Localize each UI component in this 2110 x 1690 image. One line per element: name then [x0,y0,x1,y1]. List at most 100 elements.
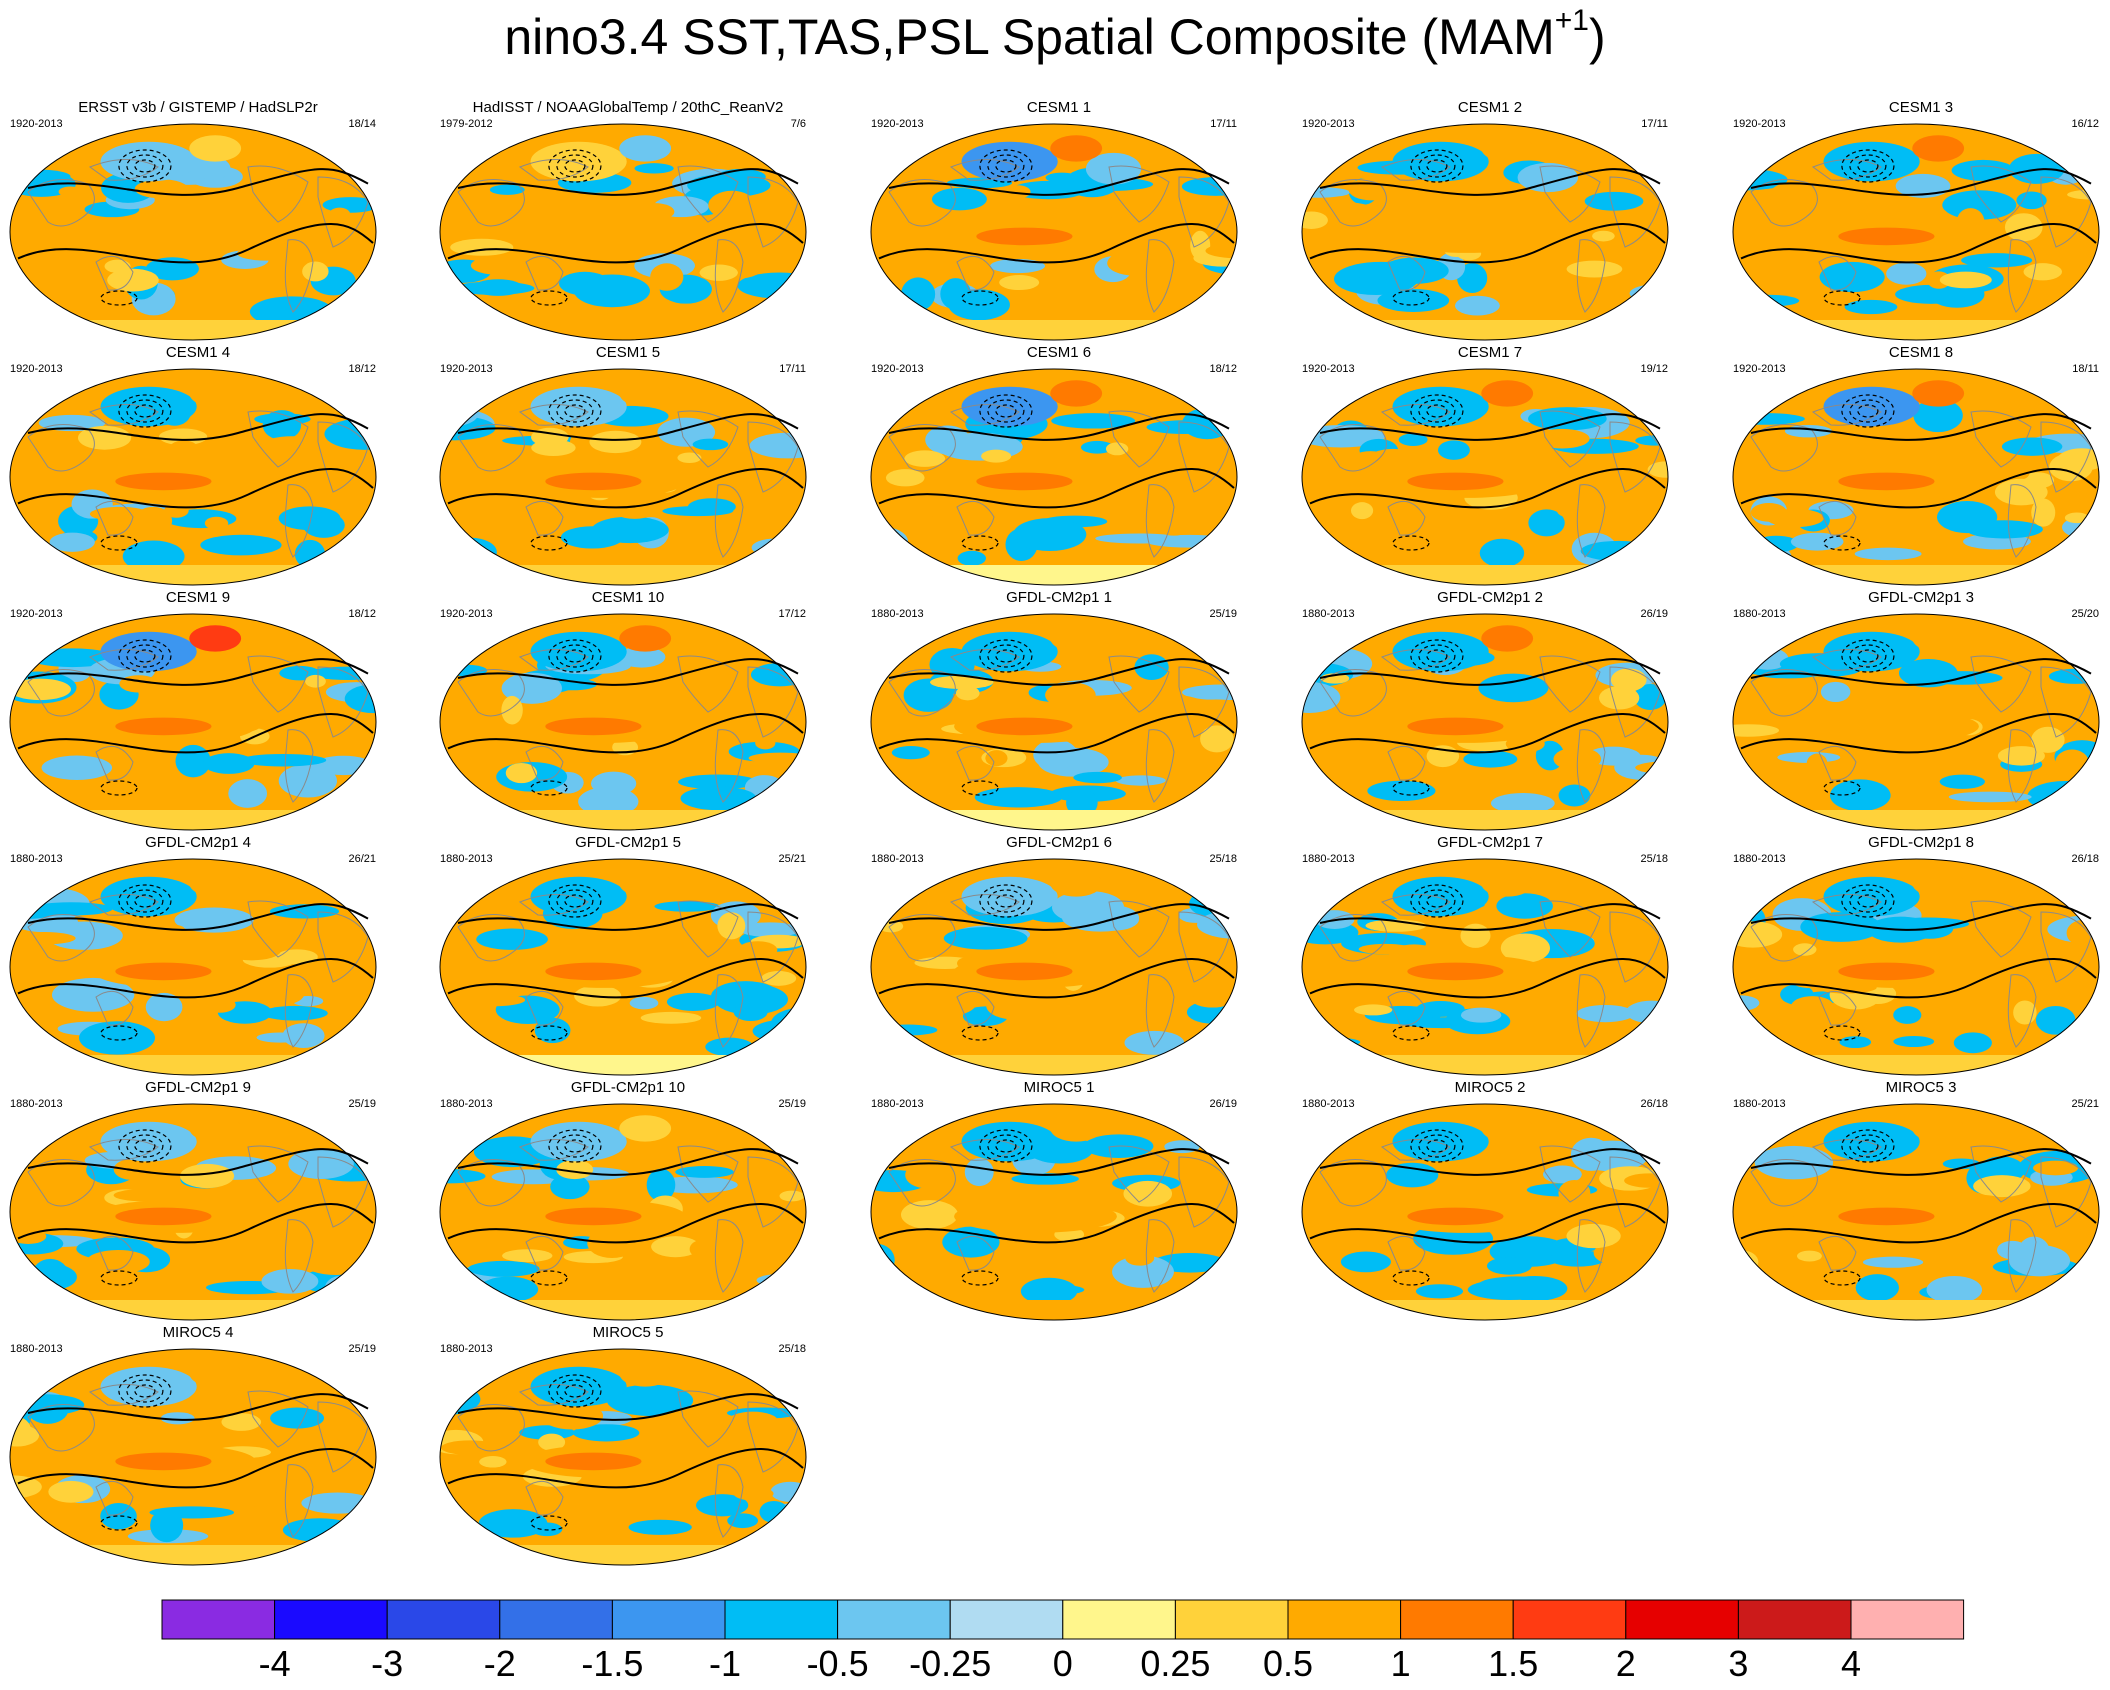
coastlines [1319,649,1661,803]
coastlines [457,1139,799,1293]
colorbar-tick-label: 4 [1840,1643,1862,1684]
map-panel: GFDL-CM2p1 3 1880-2013 25/20 [1731,588,2110,832]
psl-contours [17,884,374,1041]
anomaly-field [10,614,376,830]
map-panel: MIROC5 3 1880-2013 25/21 [1731,1078,2110,1322]
panel-count-ratio: 25/21 [778,853,806,865]
panel-count-ratio: 25/19 [778,1098,806,1110]
anomaly-field [10,1349,376,1565]
panel-count-ratio: 25/20 [2071,608,2099,620]
coastlines [27,894,369,1048]
anomaly-field [440,124,806,340]
colorbar-swatch [1850,1599,1965,1640]
robinson-map [439,858,807,1076]
map-panel: HadISST / NOAAGlobalTemp / 20thC_ReanV2 1… [438,98,818,342]
panel-title: ERSST v3b / GISTEMP / HadSLP2r [78,99,318,116]
coastlines [888,159,1230,313]
map-panel: ERSST v3b / GISTEMP / HadSLP2r 1920-2013 1… [8,98,388,342]
map-panel: CESM1 4 1920-2013 18/12 [8,343,388,587]
panel-count-ratio: 17/11 [779,363,806,375]
robinson-map [439,368,807,586]
panel-years: 1920-2013 [10,118,63,130]
anomaly-field [871,859,1237,1075]
panel-count-ratio: 18/12 [348,363,376,375]
panel-title: MIROC5 2 [1454,1079,1526,1096]
robinson-map [1732,858,2100,1076]
map-panel: CESM1 10 1920-2013 17/12 [438,588,818,832]
anomaly-field [440,614,806,830]
panel-count-ratio: 26/19 [1640,608,1668,620]
coastlines [1319,159,1661,313]
panel-count-ratio: 18/12 [1209,363,1237,375]
robinson-map [439,123,807,341]
psl-contours [1309,639,1666,796]
anomaly-field [440,1104,806,1320]
map-panel: MIROC5 4 1880-2013 25/19 [8,1323,388,1567]
panel-count-ratio: 25/19 [348,1098,376,1110]
anomaly-field [871,614,1237,830]
panel-years: 1880-2013 [1302,608,1355,620]
colorbar-swatch [386,1599,501,1640]
panel-title: GFDL-CM2p1 4 [145,834,251,851]
robinson-map [1732,123,2100,341]
coastlines [457,159,799,313]
anomaly-field [871,369,1237,585]
coastlines [27,1384,369,1538]
panel-title: GFDL-CM2p1 2 [1437,589,1543,606]
robinson-map [1301,1103,1669,1321]
panel-title: GFDL-CM2p1 7 [1437,834,1543,851]
panel-years: 1920-2013 [871,363,924,375]
anomaly-field [440,1349,806,1565]
map-panel: CESM1 3 1920-2013 16/12 [1731,98,2110,342]
panel-years: 1880-2013 [1302,853,1355,865]
coastlines [27,649,369,803]
colorbar-tick-label: -0.5 [806,1643,869,1684]
coastlines [1319,404,1661,558]
anomaly-field [10,859,376,1075]
coastlines [457,894,799,1048]
map-panel: CESM1 5 1920-2013 17/11 [438,343,818,587]
panel-count-ratio: 7/6 [790,118,806,130]
map-panel: CESM1 6 1920-2013 18/12 [869,343,1249,587]
robinson-map [1732,368,2100,586]
psl-contours [447,394,804,551]
colorbar-tick-label: -3 [371,1643,404,1684]
panel-years: 1920-2013 [10,608,63,620]
coastlines [1750,159,2092,313]
panel-count-ratio: 17/11 [1641,118,1668,130]
panel-years: 1880-2013 [871,853,924,865]
panel-years: 1880-2013 [1733,853,1786,865]
coastlines [1750,1139,2092,1293]
coastlines [27,1139,369,1293]
panel-title: CESM1 2 [1457,99,1523,116]
panel-title: MIROC5 4 [162,1324,234,1341]
anomaly-field [1302,124,1668,340]
panel-count-ratio: 16/12 [2071,118,2099,130]
panel-years: 1920-2013 [1733,118,1786,130]
panel-count-ratio: 25/18 [1209,853,1237,865]
panel-count-ratio: 19/12 [1640,363,1668,375]
coastlines [27,159,369,313]
psl-contours [447,884,804,1041]
robinson-map [1301,368,1669,586]
anomaly-field [1302,859,1668,1075]
map-panel: CESM1 2 1920-2013 17/11 [1300,98,1680,342]
robinson-map [9,858,377,1076]
robinson-map [1301,613,1669,831]
anomaly-field [1733,369,2099,585]
psl-contours [1740,884,2097,1041]
colorbar [161,1599,1965,1640]
anomaly-field [1302,1104,1668,1320]
panel-title: CESM1 4 [165,344,231,361]
colorbar-tick-label: -1.5 [581,1643,644,1684]
colorbar-swatch [949,1599,1064,1640]
colorbar-tick-label: 1 [1390,1643,1411,1684]
panel-count-ratio: 18/12 [348,608,376,620]
psl-contours [1740,1129,2097,1286]
psl-contours [878,1129,1235,1286]
colorbar-swatch [1737,1599,1852,1640]
panel-years: 1880-2013 [10,1098,63,1110]
psl-contours [1309,884,1666,1041]
colorbar-tick-label: 0.25 [1140,1643,1211,1684]
psl-contours [17,149,374,306]
